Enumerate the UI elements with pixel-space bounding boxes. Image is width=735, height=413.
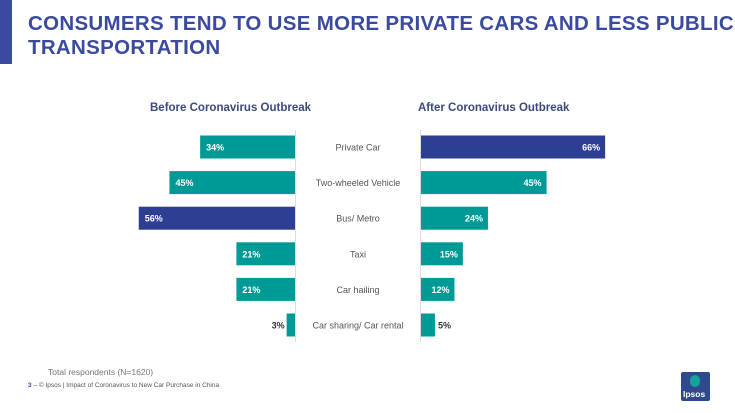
before-value-label: 21% <box>242 285 260 295</box>
category-label: Car sharing/ Car rental <box>312 321 403 331</box>
after-bar <box>421 277 455 301</box>
before-value-label: 3% <box>272 321 285 331</box>
after-bar <box>421 135 606 159</box>
category-label: Bus/ Metro <box>336 214 380 224</box>
before-value-label: 34% <box>206 143 224 153</box>
after-value-label: 45% <box>524 178 542 188</box>
footer: 3 – © Ipsos | Impact of Coronavirus to N… <box>28 382 219 389</box>
before-bar <box>236 242 295 266</box>
before-bar <box>200 135 295 159</box>
accent-bar <box>0 0 12 64</box>
ipsos-logo: Ipsos <box>681 372 710 401</box>
before-value-label: 56% <box>145 214 163 224</box>
category-label: Car hailing <box>336 285 379 295</box>
after-value-label: 24% <box>465 214 483 224</box>
category-label: Taxi <box>350 249 366 259</box>
after-bar <box>421 313 435 337</box>
after-bar <box>421 171 547 195</box>
before-bar <box>236 277 295 301</box>
after-value-label: 12% <box>431 285 449 295</box>
before-bar <box>138 206 295 230</box>
after-header: After Coronavirus Outbreak <box>418 102 570 114</box>
logo-text: Ipsos <box>683 389 706 399</box>
before-bar <box>169 171 295 195</box>
page-number: 3 <box>28 382 32 389</box>
footer-text: – © Ipsos | Impact of Coronavirus to New… <box>33 382 220 389</box>
before-value-label: 45% <box>175 178 193 188</box>
respondents-note: Total respondents (N=1620) <box>48 367 154 377</box>
page-title: CONSUMERS TEND TO USE MORE PRIVATE CARS … <box>28 12 734 59</box>
after-bar <box>421 206 488 230</box>
category-label: Private Car <box>335 143 380 153</box>
category-label: Two-wheeled Vehicle <box>316 178 401 188</box>
after-bar <box>421 242 463 266</box>
before-value-label: 21% <box>242 249 260 259</box>
before-bar <box>286 313 295 337</box>
after-value-label: 66% <box>582 143 600 153</box>
after-value-label: 15% <box>440 249 458 259</box>
after-value-label: 5% <box>438 321 451 331</box>
before-header: Before Coronavirus Outbreak <box>150 102 312 114</box>
